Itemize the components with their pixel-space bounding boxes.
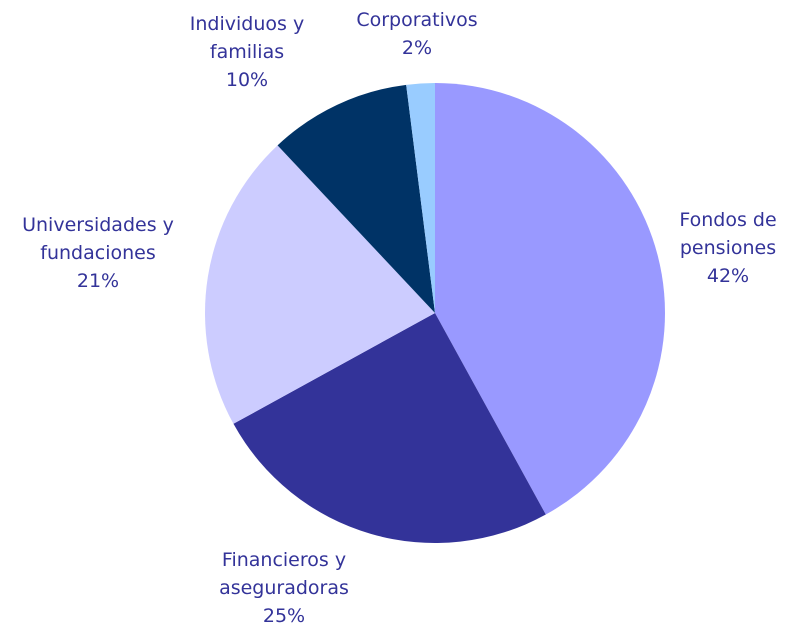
pie-slice bbox=[233, 313, 546, 543]
value-label: 42% bbox=[706, 265, 750, 287]
category-label: Individuos y familias bbox=[189, 13, 305, 63]
pie-slice bbox=[435, 83, 665, 515]
value-label: 21% bbox=[76, 270, 120, 292]
pie-slice bbox=[277, 84, 435, 313]
slice-label: Financieros y aseguradoras 25% bbox=[197, 546, 372, 627]
category-label: Universidades y fundaciones bbox=[22, 214, 174, 264]
slice-label: Corporativos 2% bbox=[337, 6, 497, 62]
pie-slice bbox=[205, 145, 435, 424]
slice-label: Universidades y fundaciones 21% bbox=[3, 211, 193, 295]
value-label: 10% bbox=[225, 69, 269, 91]
value-label: 25% bbox=[262, 605, 306, 627]
slice-label: Fondos de pensiones 42% bbox=[661, 206, 786, 290]
slice-label: Individuos y familias 10% bbox=[172, 10, 322, 94]
pie-slice bbox=[406, 83, 435, 313]
category-label: Fondos de pensiones bbox=[679, 209, 777, 259]
category-label: Corporativos bbox=[356, 9, 478, 31]
value-label: 2% bbox=[401, 37, 433, 59]
category-label: Financieros y aseguradoras bbox=[219, 549, 349, 599]
